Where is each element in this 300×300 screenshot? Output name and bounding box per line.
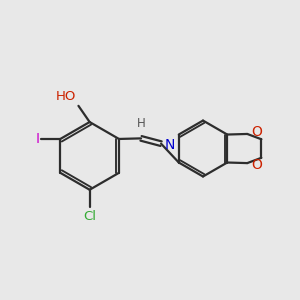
Text: I: I (36, 132, 40, 146)
Text: Cl: Cl (83, 210, 96, 224)
Text: O: O (251, 158, 262, 172)
Text: N: N (165, 138, 175, 152)
Text: H: H (137, 116, 146, 130)
Text: HO: HO (56, 90, 76, 103)
Text: O: O (251, 124, 262, 139)
